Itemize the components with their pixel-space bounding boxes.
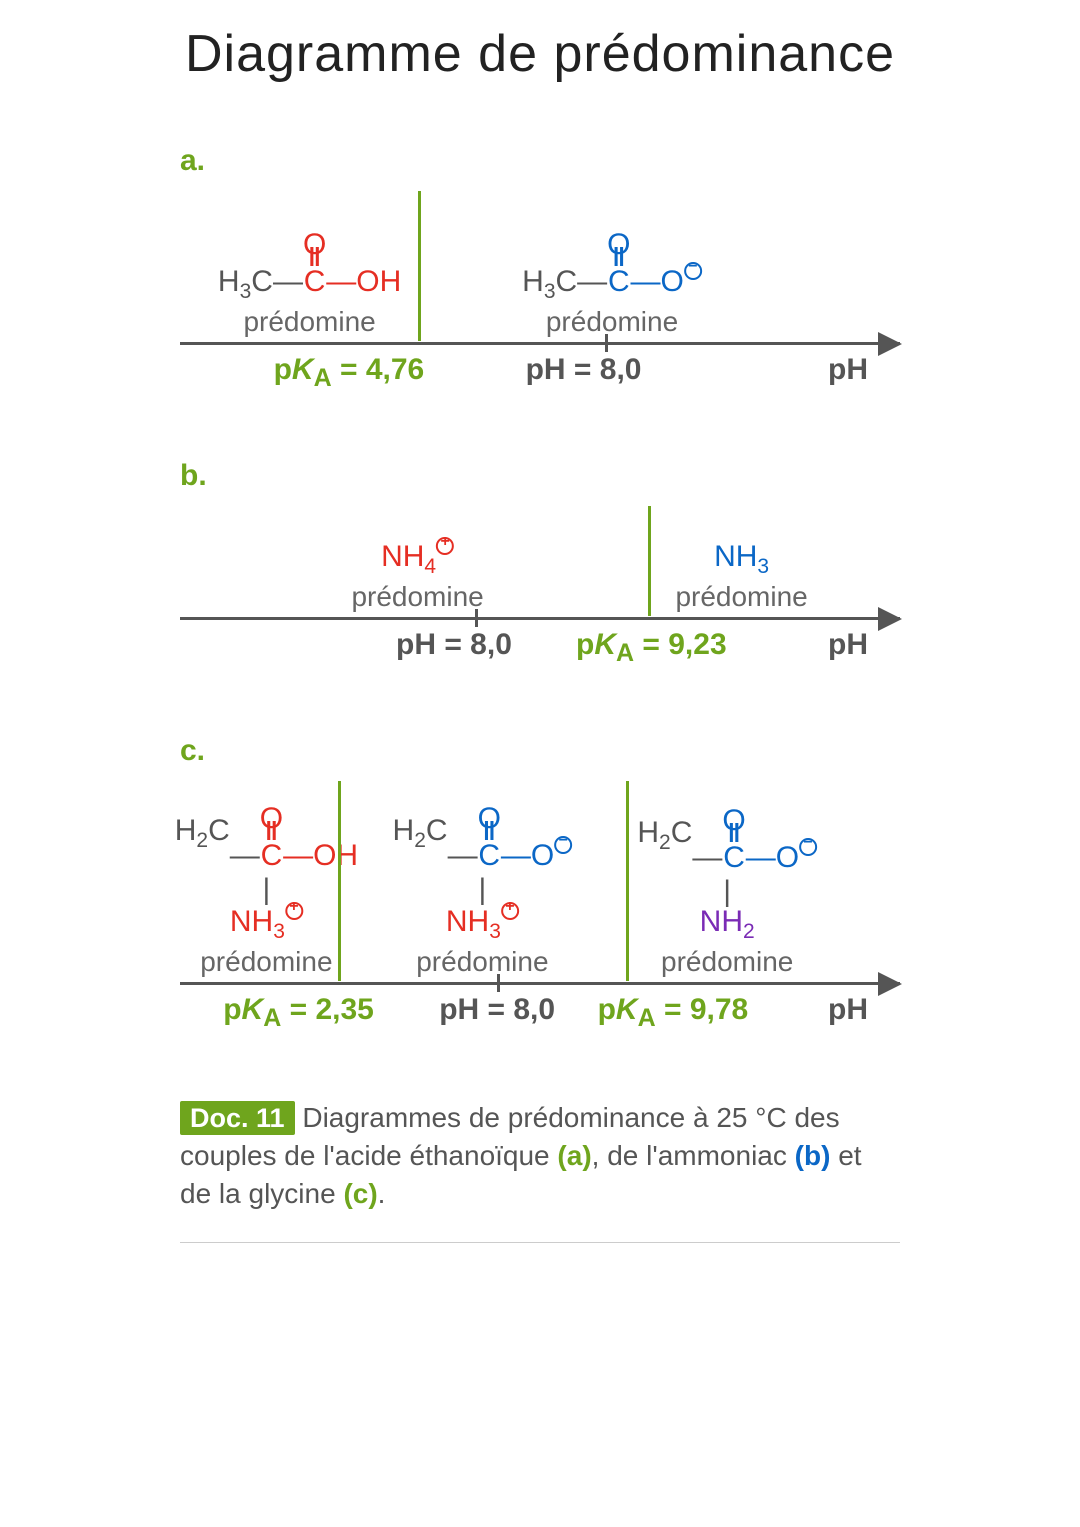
section-label-a: a.	[180, 144, 900, 178]
chem-sub-formula: NH2	[637, 904, 817, 944]
axis-tick	[475, 609, 478, 627]
chem-formula: H3C—O‖C—O	[522, 239, 702, 304]
predomine-label: prédomine	[675, 581, 807, 613]
predomine-label: prédomine	[637, 946, 817, 978]
axis-b: NH4prédomineNH3prédomine pH = 8,0pKA = 9…	[180, 503, 900, 670]
species-block: H2C—O‖C—OH|NH3prédomine	[175, 813, 358, 978]
axis-label: pKA = 9,23	[576, 628, 727, 668]
axis-label: pH = 8,0	[526, 353, 642, 387]
chem-formula: H2C—O‖C—O	[637, 815, 817, 876]
chem-formula: NH4	[351, 537, 483, 579]
species-block: H3C—O‖C—OHprédomine	[218, 239, 401, 338]
caption-ref: (a)	[557, 1140, 591, 1171]
species-block: NH3prédomine	[675, 539, 807, 613]
pka-divider	[338, 781, 341, 981]
axis-line-c	[180, 982, 900, 985]
pka-divider	[626, 781, 629, 981]
chem-formula: H2C—O‖C—O	[393, 813, 573, 874]
species-block: H2C—O‖C—O|NH2prédomine	[637, 815, 817, 978]
predomine-label: prédomine	[393, 946, 573, 978]
caption-text: , de l'ammoniac	[592, 1140, 795, 1171]
diagram-content: a. H3C—O‖C—OHprédomineH3C—O‖C—Oprédomine…	[160, 144, 920, 1243]
axis-a: H3C—O‖C—OHprédomineH3C—O‖C—Oprédomine pK…	[180, 188, 900, 395]
page-title: Diagramme de prédominance	[0, 24, 1080, 84]
chem-sub-formula: NH3	[175, 902, 358, 944]
axis-label: pH	[828, 628, 868, 662]
axis-label: pKA = 4,76	[274, 353, 425, 393]
chem-formula: NH3	[675, 539, 807, 579]
predomine-label: prédomine	[522, 306, 702, 338]
axis-line-a	[180, 342, 900, 345]
chem-formula: H2C—O‖C—OH	[175, 813, 358, 874]
axis-c: H2C—O‖C—OH|NH3prédomineH2C—O‖C—O|NH3préd…	[180, 778, 900, 1035]
caption-text: .	[378, 1178, 386, 1209]
species-block: H3C—O‖C—Oprédomine	[522, 239, 702, 338]
chem-formula: H3C—O‖C—OH	[218, 239, 401, 304]
section-label-c: c.	[180, 734, 900, 768]
predomine-label: prédomine	[351, 581, 483, 613]
caption: Doc. 11 Diagrammes de prédominance à 25 …	[180, 1099, 900, 1243]
chem-sub-formula: NH3	[393, 902, 573, 944]
section-label-b: b.	[180, 459, 900, 493]
caption-ref: (b)	[795, 1140, 831, 1171]
species-block: NH4prédomine	[351, 537, 483, 613]
axis-label: pH = 8,0	[439, 993, 555, 1027]
pka-divider	[648, 506, 651, 616]
axis-label: pH	[828, 993, 868, 1027]
axis-label: pH = 8,0	[396, 628, 512, 662]
axis-line-b	[180, 617, 900, 620]
species-block: H2C—O‖C—O|NH3prédomine	[393, 813, 573, 978]
axis-tick	[605, 334, 608, 352]
axis-tick	[497, 974, 500, 992]
axis-label: pKA = 2,35	[223, 993, 374, 1033]
axis-label: pH	[828, 353, 868, 387]
axis-label: pKA = 9,78	[598, 993, 749, 1033]
doc-badge: Doc. 11	[180, 1101, 295, 1135]
predomine-label: prédomine	[175, 946, 358, 978]
predomine-label: prédomine	[218, 306, 401, 338]
pka-divider	[418, 191, 421, 341]
caption-ref: (c)	[343, 1178, 377, 1209]
